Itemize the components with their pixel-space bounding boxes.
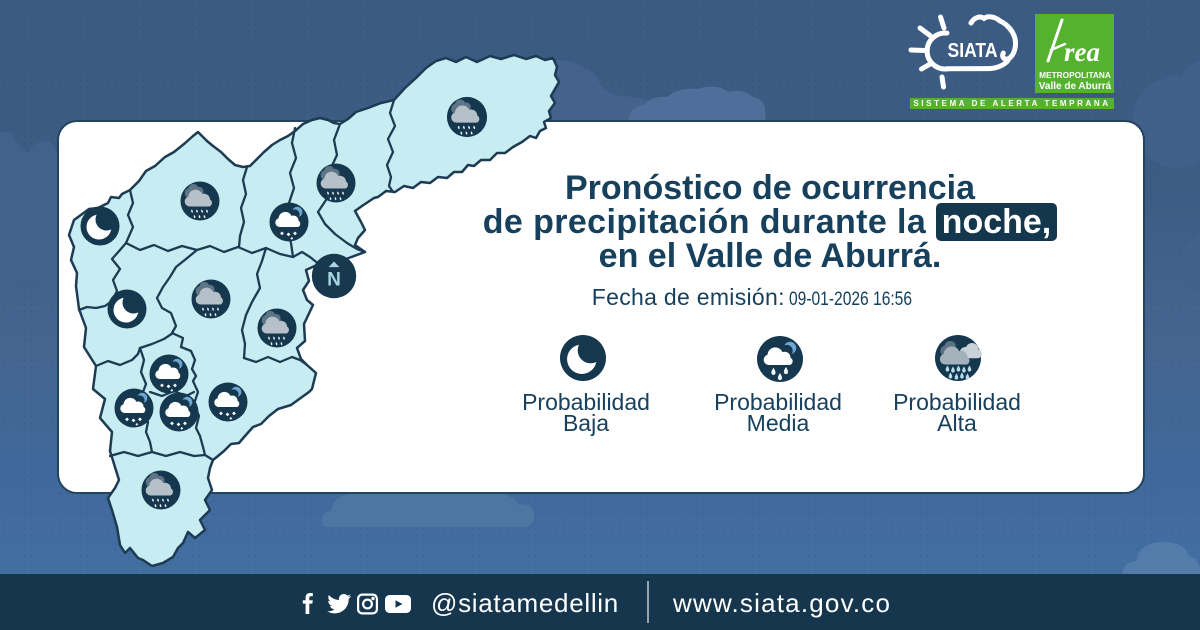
svg-text:Valle de Aburrá: Valle de Aburrá — [1039, 81, 1112, 92]
svg-text:SIATA: SIATA — [948, 40, 998, 62]
svg-text:METROPOLITANA: METROPOLITANA — [1039, 70, 1111, 80]
svg-text:rea: rea — [1064, 37, 1100, 67]
svg-text:N: N — [327, 270, 341, 291]
